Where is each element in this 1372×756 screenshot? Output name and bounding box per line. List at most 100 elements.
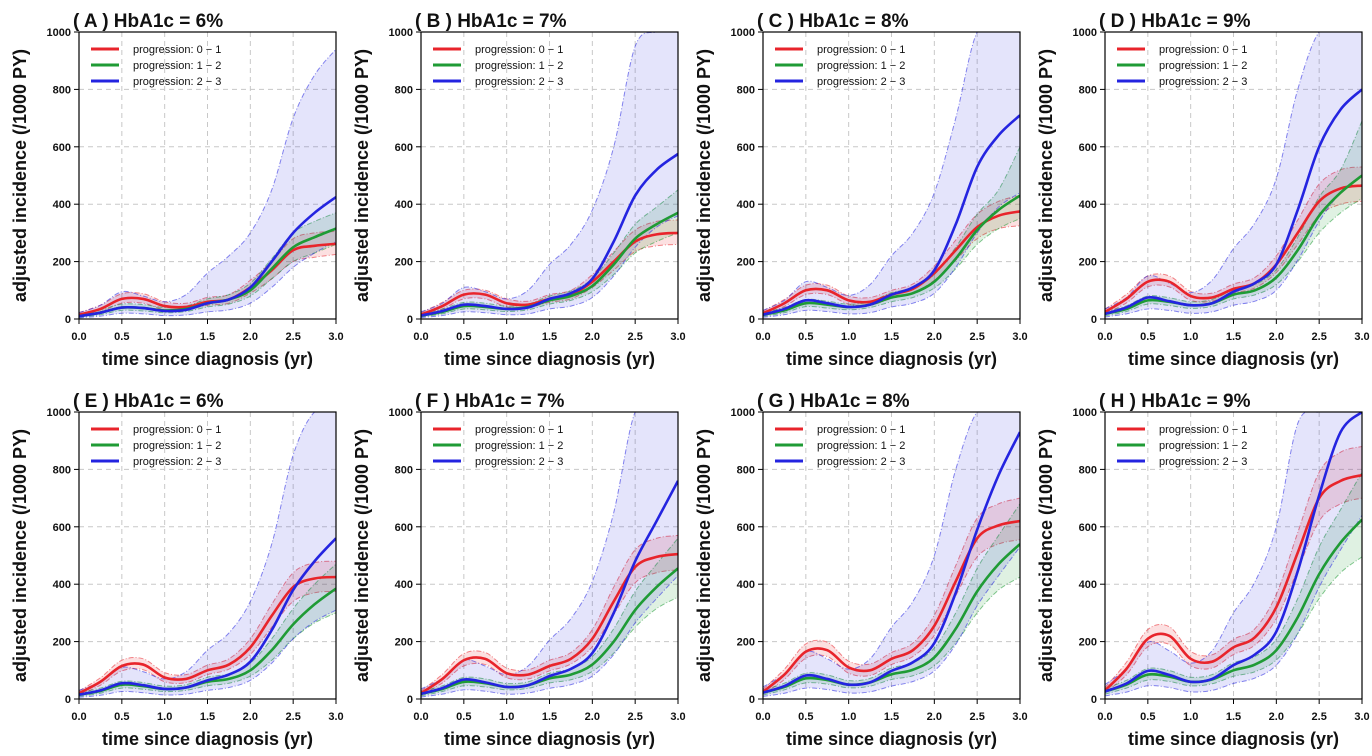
x-axis-label: time since diagnosis (yr) [444, 349, 655, 369]
band-lower-line-1 [421, 243, 678, 317]
confidence-band-2 [763, 503, 1020, 695]
series-line-1 [763, 519, 1020, 693]
x-axis-label: time since diagnosis (yr) [786, 729, 997, 749]
y-tick-label: 0 [65, 694, 71, 706]
x-tick-label: 1.5 [200, 711, 215, 723]
y-tick-label: 1000 [731, 27, 755, 39]
y-tick-label: 1000 [389, 27, 413, 39]
plot-area [79, 412, 336, 698]
confidence-band-1 [421, 535, 678, 695]
confidence-band-3 [763, 412, 1020, 697]
x-tick-label: 2.5 [286, 331, 301, 343]
y-tick-label: 400 [395, 199, 413, 211]
x-axis-label: time since diagnosis (yr) [786, 349, 997, 369]
y-tick-label: 0 [65, 314, 71, 326]
panel-title: ( D ) HbA1c = 9% [1099, 11, 1251, 32]
panel-title: ( F ) HbA1c = 7% [415, 391, 564, 412]
chart-panel-e: 0.0 0.5 1.0 1.5 2.0 2.5 3.0 0 200 400 600 800 1000 ti… [10, 391, 344, 749]
legend-label-3: progression: 2 − 3 [817, 456, 905, 468]
legend-label-3: progression: 2 − 3 [475, 456, 563, 468]
series-line-1 [1105, 184, 1362, 313]
x-tick-label: 3.0 [1012, 711, 1027, 723]
y-tick-label: 800 [395, 464, 413, 476]
band-lower-line-1 [763, 539, 1020, 695]
legend-label-2: progression: 1 − 2 [475, 440, 563, 452]
y-tick-label: 400 [395, 579, 413, 591]
x-tick-label: 0.5 [1140, 331, 1155, 343]
legend-label-2: progression: 1 − 2 [817, 440, 905, 452]
legend-label-3: progression: 2 − 3 [133, 76, 221, 88]
confidence-band-1 [763, 498, 1020, 694]
band-upper-line-2 [763, 503, 1020, 691]
x-tick-label: 0.5 [798, 331, 813, 343]
series-line-2 [1105, 518, 1362, 693]
band-upper-line-3 [79, 48, 336, 314]
series-line-2 [763, 543, 1020, 694]
legend-label-2: progression: 1 − 2 [817, 60, 905, 72]
x-tick-label: 1.5 [884, 711, 899, 723]
legend-label-1: progression: 0 − 1 [817, 44, 905, 56]
legend-label-2: progression: 1 − 2 [133, 60, 221, 72]
x-tick-label: 0.0 [71, 711, 86, 723]
y-tick-label: 1000 [1073, 407, 1097, 419]
confidence-band-2 [421, 538, 678, 696]
panel-title: ( G ) HbA1c = 8% [757, 391, 910, 412]
band-lower-line-2 [1105, 198, 1362, 317]
series-line-3 [79, 537, 336, 696]
legend-label-1: progression: 0 − 1 [475, 44, 563, 56]
confidence-band-1 [79, 561, 336, 695]
x-tick-label: 1.5 [542, 331, 557, 343]
y-axis-label: adjusted incidence (/1000 PY) [1036, 49, 1056, 302]
band-lower-line-2 [1105, 556, 1362, 695]
x-tick-label: 2.0 [927, 331, 942, 343]
legend-label-1: progression: 0 − 1 [133, 44, 221, 56]
x-tick-label: 1.0 [1183, 331, 1198, 343]
chart-panel-g: 0.0 0.5 1.0 1.5 2.0 2.5 3.0 0 200 400 600 800 1000 ti… [694, 391, 1028, 749]
y-tick-label: 200 [395, 637, 413, 649]
y-tick-label: 0 [749, 694, 755, 706]
y-tick-label: 200 [737, 637, 755, 649]
chart-panel-f: 0.0 0.5 1.0 1.5 2.0 2.5 3.0 0 200 400 600 800 1000 ti… [352, 391, 686, 749]
x-tick-label: 1.0 [157, 331, 172, 343]
x-axis-label: time since diagnosis (yr) [102, 349, 313, 369]
x-tick-label: 2.5 [970, 711, 985, 723]
band-upper-line-1 [79, 560, 336, 692]
y-tick-label: 200 [737, 257, 755, 269]
y-tick-label: 600 [395, 522, 413, 534]
band-upper-line-3 [421, 32, 678, 313]
confidence-band-3 [421, 412, 678, 697]
confidence-band-3 [79, 49, 336, 318]
confidence-band-2 [421, 189, 678, 317]
x-tick-label: 0.5 [1140, 711, 1155, 723]
band-upper-line-2 [79, 563, 336, 694]
x-tick-label: 3.0 [1354, 711, 1369, 723]
legend-label-1: progression: 0 − 1 [1159, 424, 1247, 436]
band-upper-line-2 [421, 537, 678, 693]
panel-title: ( C ) HbA1c = 8% [757, 11, 909, 32]
x-tick-label: 1.5 [1226, 331, 1241, 343]
series-line-3 [1105, 412, 1362, 693]
y-tick-label: 200 [395, 257, 413, 269]
band-upper-line-3 [79, 412, 336, 691]
x-tick-label: 3.0 [670, 331, 685, 343]
band-upper-line-1 [421, 219, 678, 314]
x-tick-label: 2.5 [286, 711, 301, 723]
legend-label-3: progression: 2 − 3 [133, 456, 221, 468]
x-tick-label: 0.0 [755, 711, 770, 723]
y-tick-label: 400 [53, 579, 71, 591]
plot-area [421, 32, 678, 319]
x-tick-label: 0.0 [755, 331, 770, 343]
x-tick-label: 0.0 [413, 331, 428, 343]
legend: progression: 0 − 1 progression: 1 − 2 prog… [1117, 424, 1247, 468]
band-lower-line-3 [763, 546, 1020, 697]
y-tick-label: 400 [1079, 199, 1097, 211]
y-tick-label: 800 [737, 84, 755, 96]
x-tick-label: 1.5 [1226, 711, 1241, 723]
confidence-band-3 [79, 412, 336, 698]
y-axis-label: adjusted incidence (/1000 PY) [694, 429, 714, 682]
confidence-band-2 [1105, 120, 1362, 316]
x-tick-label: 1.0 [157, 711, 172, 723]
series-line-3 [79, 195, 336, 318]
y-tick-label: 400 [737, 579, 755, 591]
